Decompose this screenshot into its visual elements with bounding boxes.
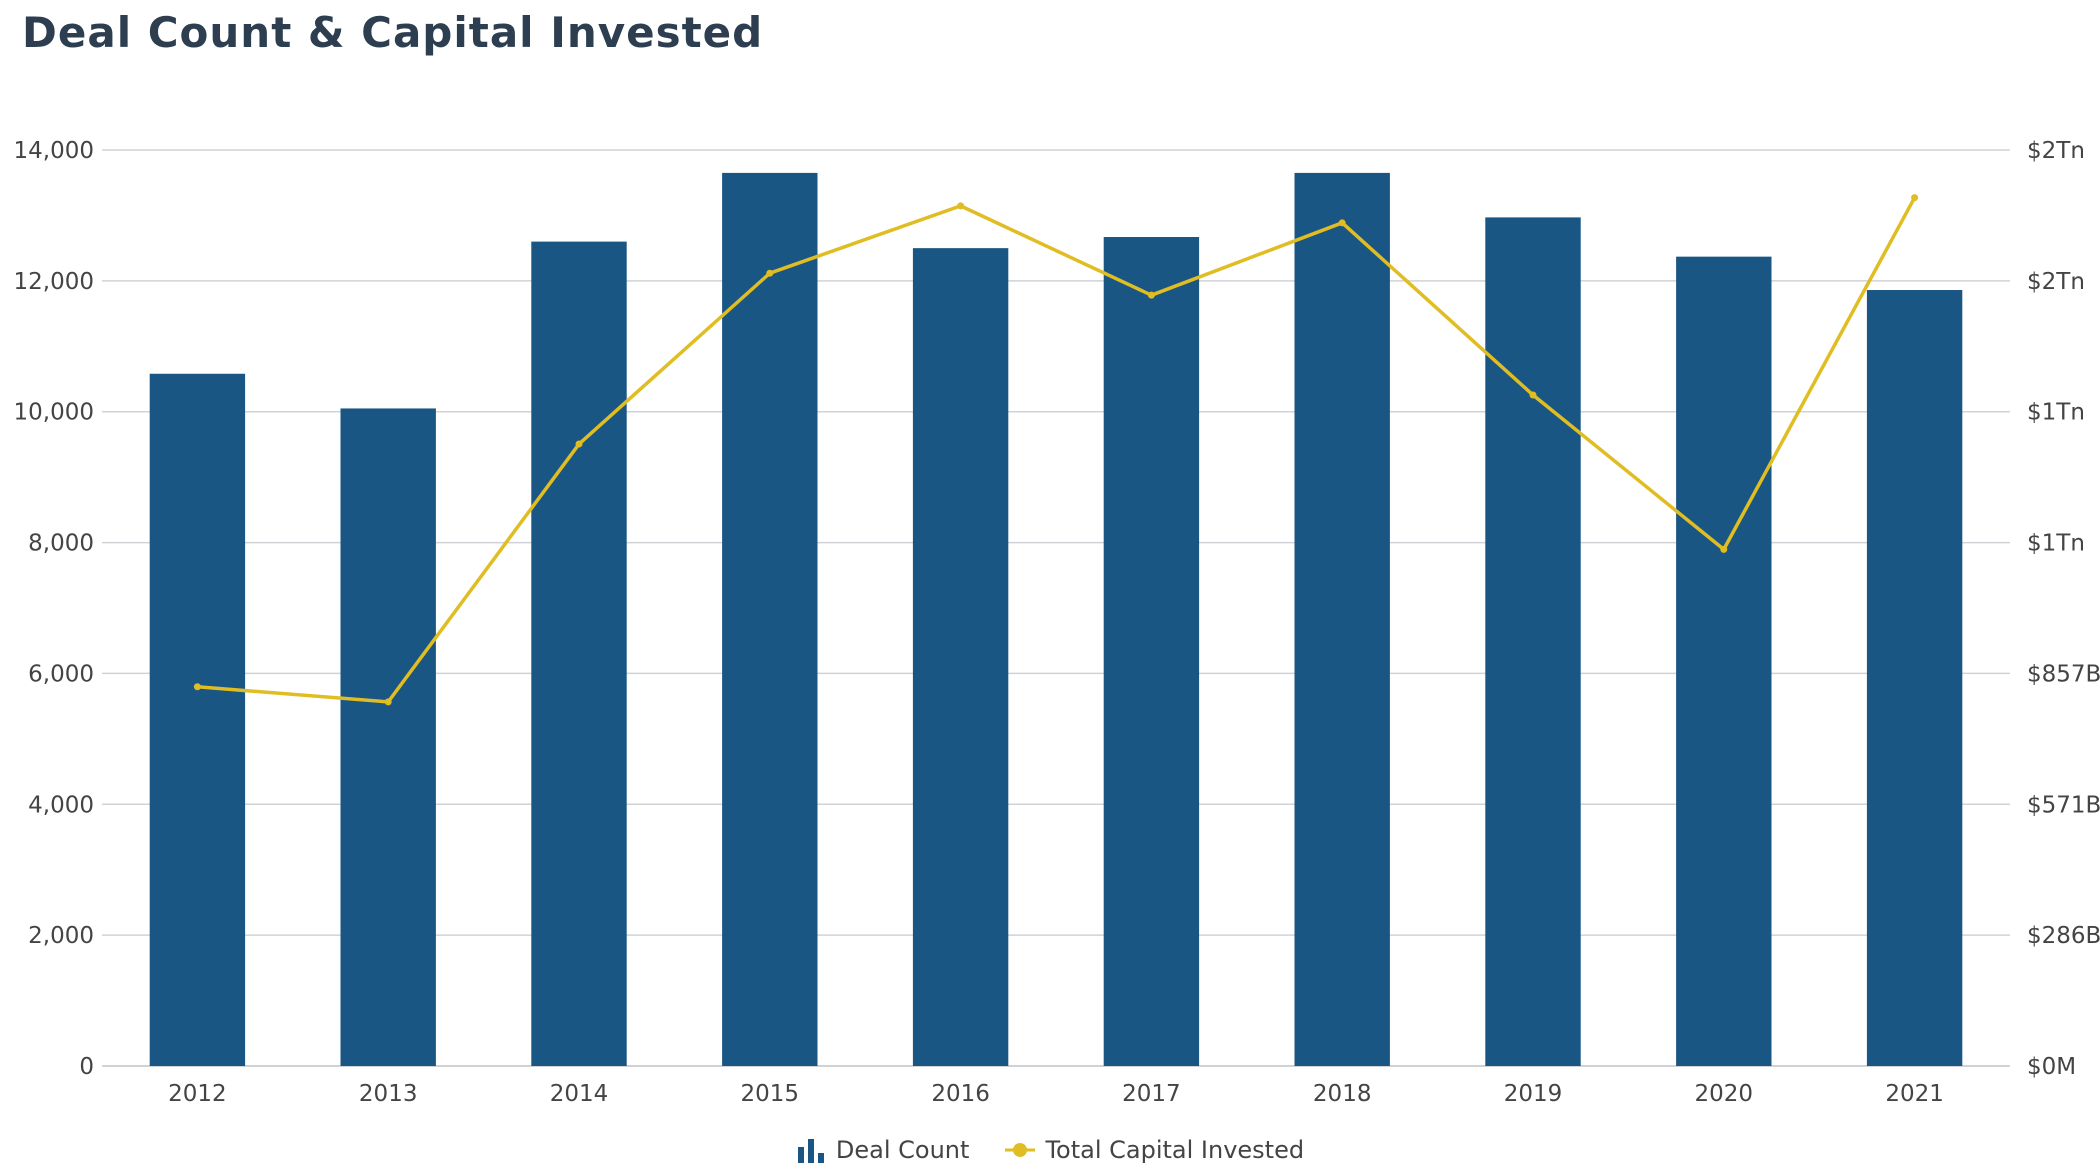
y-left-tick-label: 4,000 [28, 792, 94, 818]
bar [149, 373, 246, 1066]
y-left-tick-label: 12,000 [14, 269, 94, 295]
bar [1294, 172, 1390, 1066]
x-tick-label: 2019 [1504, 1081, 1563, 1107]
x-tick-label: 2017 [1122, 1081, 1181, 1107]
bar [1103, 237, 1200, 1066]
legend-item-deal-count[interactable]: Deal Count [796, 1136, 970, 1164]
line-point [384, 698, 392, 706]
x-tick-label: 2020 [1695, 1081, 1754, 1107]
y-right-tick-label: $571B [2027, 792, 2100, 818]
y-left-tick-label: 8,000 [28, 531, 94, 557]
line-point [1720, 545, 1728, 553]
x-tick-label: 2015 [741, 1081, 800, 1107]
chart-canvas: 0 $0M 2,000 $286B 4,000 $571B 6,000 $857B 8,000 $… [14, 138, 2100, 1107]
series-line-total-capital [197, 196, 1917, 704]
bar [1866, 290, 1963, 1066]
bar [1676, 256, 1772, 1066]
y-left-tick-label: 0 [79, 1054, 94, 1080]
legend-item-total-capital[interactable]: Total Capital Invested [1005, 1136, 1304, 1164]
x-tick-label: 2012 [168, 1081, 227, 1107]
bar-chart-icon [796, 1137, 826, 1163]
bar [531, 241, 627, 1067]
y-right-tick-label: $1Tn [2027, 400, 2085, 426]
bar [1485, 217, 1581, 1067]
line-point [193, 683, 201, 691]
y-left-tick-label: 14,000 [14, 138, 94, 164]
bar [912, 248, 1009, 1067]
x-tick-label: 2014 [550, 1081, 609, 1107]
line-point [1529, 391, 1537, 399]
line-point [1911, 194, 1919, 202]
line-point [575, 440, 583, 448]
y-left-tick-label: 2,000 [28, 923, 94, 949]
line-marker-icon [1005, 1140, 1036, 1160]
y-right-tick-label: $857B [2027, 661, 2100, 687]
y-right-tick-label: $2Tn [2027, 138, 2085, 164]
x-tick-label: 2021 [1885, 1081, 1944, 1107]
y-right-tick-label: $0M [2027, 1054, 2076, 1080]
x-tick-label: 2016 [931, 1081, 990, 1107]
x-tick-label: 2013 [359, 1081, 418, 1107]
legend-label-total-capital: Total Capital Invested [1045, 1136, 1305, 1164]
line-point [1338, 219, 1346, 227]
line-point [957, 202, 965, 210]
y-right-tick-label: $286B [2027, 923, 2100, 949]
bar [722, 172, 818, 1066]
x-tick-label: 2018 [1313, 1081, 1372, 1107]
y-right-tick-label: $1Tn [2027, 531, 2085, 557]
line-point [766, 269, 774, 277]
line-point [1147, 291, 1155, 299]
y-right-tick-label: $2Tn [2027, 269, 2085, 295]
chart-title: Deal Count & Capital Invested [22, 8, 764, 57]
chart-legend: Deal Count Total Capital Invested [0, 1130, 2100, 1170]
bar [340, 408, 436, 1066]
y-left-tick-label: 10,000 [14, 400, 94, 426]
y-left-tick-label: 6,000 [28, 661, 94, 687]
legend-label-deal-count: Deal Count [835, 1136, 970, 1164]
